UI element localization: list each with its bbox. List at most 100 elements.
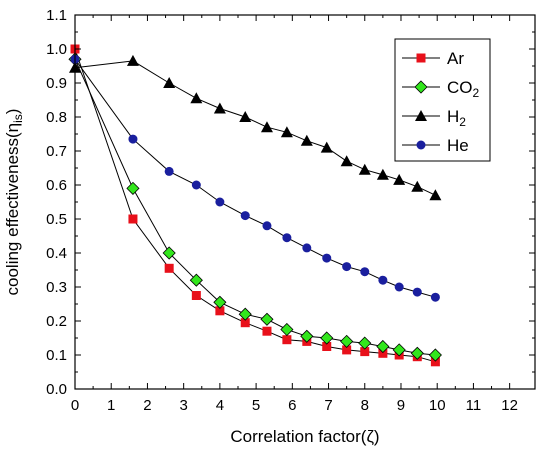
data-point-he [430, 292, 440, 302]
data-point-ar [282, 335, 292, 345]
data-point-h2 [340, 155, 353, 167]
data-point-h2 [280, 126, 293, 138]
data-point-he [360, 267, 370, 277]
legend-label-he-main: He [447, 136, 469, 155]
data-point-h2 [260, 121, 273, 133]
data-point-co2 [392, 343, 406, 357]
data-point-co2 [410, 346, 424, 360]
data-point-he [282, 233, 292, 243]
legend-label-h2-sub: 2 [459, 115, 466, 129]
x-tick-label: 2 [143, 397, 151, 414]
data-point-ar [240, 318, 250, 328]
data-point-h2 [239, 111, 252, 122]
legend-label-ar-main: Ar [447, 49, 464, 68]
x-tick-label: 6 [288, 397, 296, 414]
data-point-ar [378, 348, 388, 358]
data-point-h2 [358, 163, 371, 175]
data-point-ar [164, 263, 174, 273]
legend-label-ar: Ar [447, 49, 464, 68]
y-tick-label: 0.8 [46, 109, 67, 126]
ticks-layer: 0 1 2 3 4 5 6 7 8 9 10 11 120.00.10.20.30.40.50.60.7… [46, 7, 535, 414]
data-point-co2 [376, 339, 390, 354]
data-point-co2 [189, 273, 203, 287]
x-tick-label: 10 [429, 397, 446, 414]
data-point-h2 [411, 180, 424, 192]
x-tick-label: 12 [501, 397, 518, 414]
data-point-h2 [320, 141, 333, 153]
series-line-h2 [74, 60, 436, 196]
data-point-he [394, 282, 404, 292]
series-line-ar [74, 48, 436, 363]
x-tick-label: 9 [397, 397, 405, 414]
data-point-h2 [126, 54, 139, 66]
data-point-he [164, 166, 174, 176]
legend-items: Ar CO2 H2 He [402, 49, 480, 155]
y-tick-label: 0.2 [46, 313, 67, 330]
legend-marker-co2 [414, 80, 428, 94]
data-point-ar [360, 347, 370, 357]
y-axis-title-end: ) [3, 109, 22, 115]
y-tick-label: 0.3 [46, 279, 67, 296]
data-point-h2 [163, 77, 176, 88]
data-point-he [412, 287, 422, 297]
y-tick-label: 0.6 [46, 177, 67, 194]
data-point-he [342, 262, 352, 272]
series-line-co2 [74, 58, 436, 356]
data-point-co2 [340, 334, 354, 348]
data-point-co2 [428, 348, 442, 362]
legend: Ar CO2 H2 He [394, 38, 491, 162]
data-point-ar [128, 214, 138, 224]
x-tick-label: 7 [324, 397, 332, 414]
data-point-co2 [162, 246, 176, 260]
data-point-ar [342, 345, 352, 355]
x-tick-label: 11 [466, 397, 482, 414]
data-point-he [378, 275, 388, 285]
data-point-co2 [126, 181, 140, 195]
data-point-ar [215, 306, 225, 316]
data-point-h2 [393, 173, 406, 185]
data-point-h2 [300, 134, 313, 146]
series-line-he [74, 58, 436, 298]
data-point-h2 [376, 168, 389, 180]
data-point-co2 [213, 295, 227, 309]
x-tick-label: 0 [71, 397, 79, 414]
data-point-co2 [320, 331, 334, 345]
y-tick-label: 0.0 [46, 381, 67, 398]
y-tick-label: 0.7 [46, 143, 67, 160]
legend-marker-he [416, 140, 426, 150]
y-tick-label: 1.1 [46, 7, 67, 24]
legend-marker-h2 [415, 110, 427, 121]
legend-box [394, 38, 491, 162]
y-tick-label: 0.4 [46, 245, 67, 262]
y-tick-label: 0.9 [46, 75, 67, 92]
x-tick-label: 3 [179, 397, 187, 414]
data-point-co2 [280, 322, 294, 337]
x-axis-title: Correlation factor(ζ) [230, 427, 379, 446]
y-axis-title-main: cooling effectiveness(η [3, 123, 22, 296]
series-layer [68, 44, 442, 367]
legend-label-he: He [447, 136, 469, 155]
legend-label-co2-sub: 2 [473, 86, 480, 100]
data-point-co2 [238, 307, 252, 321]
data-point-h2 [190, 92, 203, 104]
data-point-ar [262, 326, 272, 336]
x-tick-label: 1 [107, 397, 115, 414]
y-axis-title-sub: is [11, 114, 25, 123]
x-tick-label: 5 [252, 397, 260, 414]
legend-label-h2-main: H [447, 107, 459, 126]
data-point-co2 [260, 312, 274, 326]
y-tick-label: 0.5 [46, 211, 67, 228]
data-point-ar [191, 291, 201, 300]
data-point-h2 [429, 189, 442, 201]
legend-marker-ar [416, 53, 426, 63]
legend-label-co2: CO2 [447, 78, 480, 100]
data-point-he [302, 243, 312, 253]
y-axis-title: cooling effectiveness(ηis) [3, 109, 25, 296]
data-point-co2 [358, 336, 372, 350]
data-point-ar [430, 357, 440, 367]
data-point-he [240, 211, 250, 221]
data-point-he [262, 221, 272, 231]
data-point-he [191, 180, 201, 190]
data-point-h2 [213, 102, 226, 114]
